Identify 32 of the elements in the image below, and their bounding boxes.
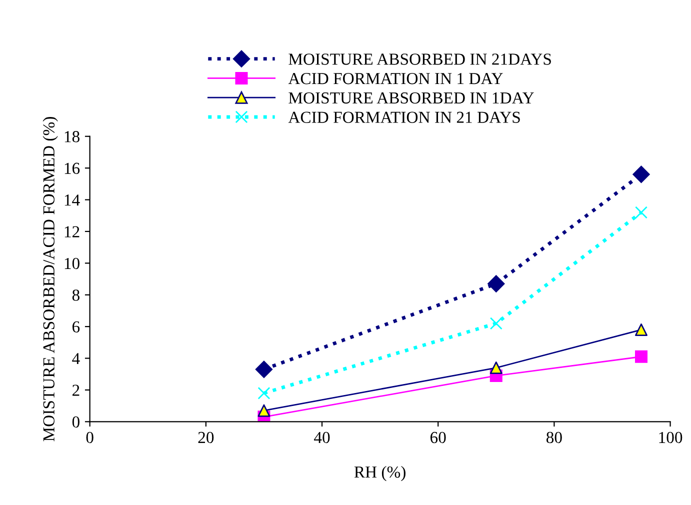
y-tick-label: 10 <box>64 258 80 270</box>
point <box>490 362 502 374</box>
legend-label: ACID FORMATION IN 1 DAY <box>288 73 503 84</box>
point <box>258 386 270 400</box>
y-axis-title: MOISTURE ABSORBED/ACID FORMED (%) <box>42 117 58 442</box>
y-tick-label: 14 <box>64 194 80 206</box>
point <box>635 206 648 219</box>
y-tick-label: 6 <box>72 321 80 333</box>
legend-label: ACID FORMATION IN 21 DAYS <box>288 112 520 123</box>
y-tick-label: 0 <box>72 416 80 428</box>
point <box>258 404 270 417</box>
y-tick-label: 16 <box>64 162 80 174</box>
point <box>255 360 273 378</box>
point <box>632 166 650 183</box>
y-tick-label: 2 <box>72 384 80 396</box>
x-tick-label: 100 <box>659 432 682 444</box>
y-tick-label: 18 <box>64 131 80 142</box>
point <box>634 323 648 336</box>
x-tick-label: 80 <box>546 432 562 444</box>
x-tick-label: 40 <box>314 432 330 444</box>
point <box>490 317 502 330</box>
x-tick-label: 0 <box>86 432 94 444</box>
x-axis-title: RH (%) <box>354 466 406 482</box>
x-tick-label: 60 <box>430 432 446 444</box>
y-tick-label: 4 <box>72 353 80 364</box>
x-tick-label: 20 <box>198 432 214 444</box>
y-tick-label: 12 <box>64 226 80 238</box>
legend-label: MOISTURE ABSORBED IN 1DAY <box>288 92 534 104</box>
point <box>488 275 505 292</box>
y-tick-label: 8 <box>72 290 80 301</box>
point <box>635 350 648 363</box>
legend-label: MOISTURE ABSORBED IN 21DAYS <box>288 54 551 65</box>
